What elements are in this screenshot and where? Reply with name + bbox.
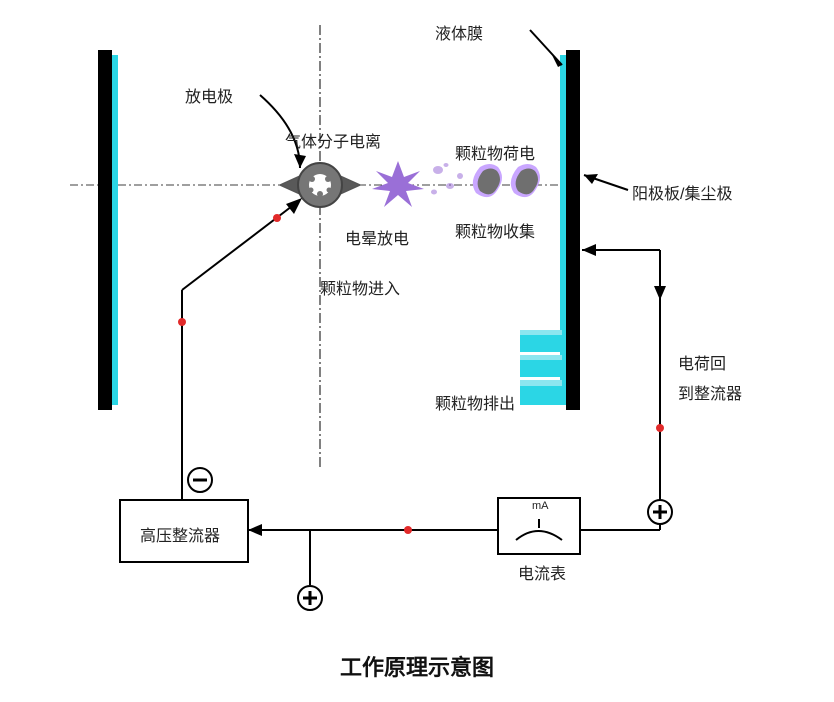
label-liquid-film: 液体膜 bbox=[435, 20, 483, 44]
label-discharge-electrode: 放电极 bbox=[185, 83, 233, 107]
minus-terminal bbox=[188, 468, 212, 492]
small-particles bbox=[431, 163, 463, 195]
label-particle-collect: 颗粒物收集 bbox=[455, 218, 535, 242]
diagram-title: 工作原理示意图 bbox=[340, 650, 494, 682]
corona-burst bbox=[372, 161, 424, 207]
plus-terminal-bottom bbox=[298, 586, 322, 610]
label-corona-discharge: 电晕放电 bbox=[345, 225, 409, 249]
label-particle-charge: 颗粒物荷电 bbox=[455, 140, 535, 164]
charged-particles bbox=[473, 164, 540, 197]
red-dots bbox=[178, 214, 664, 534]
label-charge-return-2: 到整流器 bbox=[678, 380, 742, 404]
plus-terminal-right bbox=[648, 500, 672, 524]
right-plate bbox=[560, 50, 580, 410]
label-particle-out: 颗粒物排出 bbox=[435, 390, 515, 414]
label-gas-ionization: 气体分子电离 bbox=[285, 128, 381, 152]
label-ammeter-unit: mA bbox=[532, 500, 549, 512]
arrow-down-right-wire bbox=[654, 286, 666, 300]
label-rectifier: 高压整流器 bbox=[140, 522, 220, 546]
label-charge-return-1: 电荷回 bbox=[678, 350, 726, 374]
label-ammeter: 电流表 bbox=[518, 560, 566, 584]
discharge-electrode bbox=[280, 163, 360, 207]
label-anode-plate: 阳极板/集尘极 bbox=[632, 180, 732, 204]
label-particle-in: 颗粒物进入 bbox=[320, 275, 400, 299]
particle-stack bbox=[520, 330, 562, 405]
left-plate bbox=[98, 50, 118, 410]
